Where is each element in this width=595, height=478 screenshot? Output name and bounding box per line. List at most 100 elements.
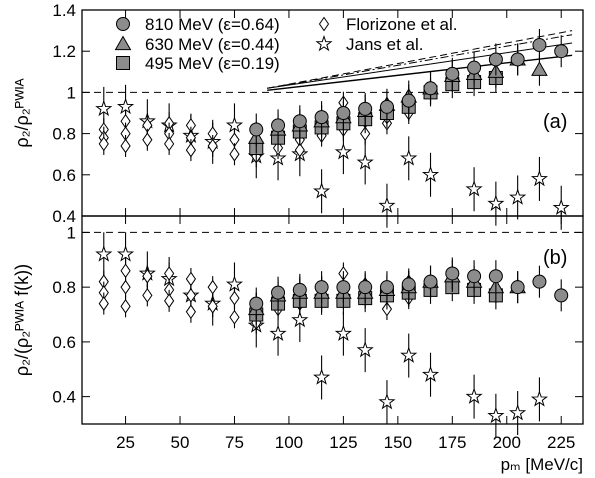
xtick-label: 75	[225, 433, 244, 452]
panel-b-point-star	[465, 387, 483, 404]
panel-b-ytick-label: 1	[67, 223, 76, 242]
panel-b-point-diamond	[120, 263, 131, 279]
panel-b-point-circle	[532, 274, 547, 289]
panel-a-point-circle	[467, 60, 482, 75]
panel-b-point-diamond	[142, 287, 153, 303]
panel-b-point-star	[291, 310, 309, 328]
panel-b-point-star	[269, 324, 287, 341]
panel-a-series-circle	[249, 29, 569, 146]
panel-a-point-star	[421, 165, 440, 183]
panel-b-point-circle	[271, 285, 286, 300]
legend-marker-square	[116, 56, 130, 70]
panel-b-point-star	[509, 404, 527, 421]
panel-b-point-star	[116, 245, 135, 262]
xtick-label: 100	[275, 433, 303, 452]
panel-a-point-star	[530, 169, 549, 187]
panel-a-point-diamond	[120, 138, 131, 154]
panel-a-ytick-label: 1.4	[52, 1, 76, 20]
panel-a-ytick-label: 0.6	[52, 166, 76, 185]
xtick-label: 175	[438, 433, 466, 452]
legend-marker-circle	[116, 17, 130, 31]
panel-b-ytick-label: 0.4	[52, 388, 76, 407]
panel-a-theory-curve	[267, 42, 573, 89]
panel-a-point-circle	[532, 38, 547, 53]
legend-marker-triangle	[114, 35, 132, 51]
panel-a-point-circle	[358, 101, 373, 116]
legend: 810 MeV (ε=0.64)630 MeV (ε=0.44)495 MeV …	[114, 15, 458, 73]
panel-b-point-diamond	[229, 290, 240, 306]
panel-b-point-circle	[445, 266, 460, 281]
panel-a-point-star	[552, 198, 570, 216]
panel-b-point-diamond	[98, 296, 109, 311]
panel-a-point-diamond	[164, 136, 175, 152]
legend-label: 810 MeV (ε=0.64)	[145, 15, 280, 34]
panel-a-point-circle	[445, 66, 460, 81]
xtick-label: 125	[329, 433, 357, 452]
panel-a-point-diamond	[229, 146, 240, 162]
panel-b-point-circle	[467, 269, 482, 284]
panel-a-theory-curve	[267, 34, 573, 89]
panel-a-point-diamond	[207, 138, 218, 154]
panel-b-point-circle	[336, 280, 351, 295]
panel-b-point-circle	[401, 277, 416, 292]
panel-b-point-circle	[488, 269, 503, 284]
panel-b-point-star	[400, 346, 418, 363]
panel-b-point-diamond	[185, 271, 197, 287]
panel-a-point-star	[225, 116, 244, 133]
xtick-label: 50	[171, 433, 190, 452]
legend-marker-diamond	[318, 16, 330, 32]
panel-a-point-diamond	[294, 142, 305, 158]
panel-a-series-star	[95, 84, 570, 230]
panel-b-point-circle	[314, 280, 329, 295]
panel-b-frame	[81, 215, 584, 425]
panel-a-point-star	[378, 196, 396, 214]
panel-b-point-star	[530, 390, 549, 407]
panel-b-point-diamond	[120, 279, 131, 295]
xtick-label: 225	[547, 433, 575, 452]
panel-a-point-diamond	[142, 132, 153, 148]
legend-label: Florizone et al.	[346, 15, 458, 34]
panel-b-point-star	[421, 365, 440, 383]
panel-a-point-circle	[336, 106, 351, 120]
panel-a-point-star	[509, 188, 527, 205]
legend-label: 495 MeV (ε=0.19)	[145, 54, 280, 73]
panel-a-point-circle	[423, 81, 438, 96]
panel-b-point-circle	[249, 296, 264, 311]
panel-a-theory-curve	[267, 54, 573, 91]
panel-a-point-circle	[379, 99, 394, 114]
xtick-label: 150	[384, 433, 412, 452]
panel-b-point-star	[356, 341, 374, 358]
panel-b-point-diamond	[120, 298, 131, 314]
panel-a-point-circle	[271, 118, 286, 133]
panel-b-point-diamond	[185, 304, 197, 320]
panel-b-point-star	[95, 245, 113, 262]
panel-b-label: (b)	[543, 247, 567, 269]
panel-a-point-star	[116, 97, 135, 115]
xlabel: pₘ [MeV/c]	[501, 455, 583, 474]
panel-a-ytick-label: 1	[67, 83, 76, 102]
panel-b-point-star	[313, 368, 331, 385]
xtick-label: 200	[493, 433, 521, 452]
panel-b-point-star	[487, 406, 505, 424]
panel-a-ylabel: ρ₂/ρ₂ᴾᵂᴵᴬ	[12, 77, 32, 147]
panel-b-point-diamond	[229, 309, 240, 325]
panel-a-point-star	[487, 194, 505, 211]
panel-a-point-star	[313, 182, 331, 199]
panel-b-point-circle	[554, 288, 569, 303]
panel-a-point-circle	[554, 44, 569, 59]
panel-b-point-circle	[379, 280, 394, 295]
legend-label: 630 MeV (ε=0.44)	[145, 35, 280, 54]
panel-a-point-diamond	[185, 142, 197, 158]
panel-b-point-circle	[423, 274, 438, 289]
panel-b-point-diamond	[142, 268, 153, 284]
xtick-label: 25	[116, 433, 135, 452]
panel-a-ytick-label: 0.4	[52, 207, 76, 226]
panel-a-ytick-label: 0.8	[52, 125, 76, 144]
panel-b-series-square	[249, 273, 503, 329]
legend-marker-star	[315, 34, 333, 52]
panel-a-theory-curve	[267, 30, 573, 89]
panel-a-series-square	[249, 63, 503, 163]
panel-a-ytick-label: 1.2	[52, 42, 76, 61]
